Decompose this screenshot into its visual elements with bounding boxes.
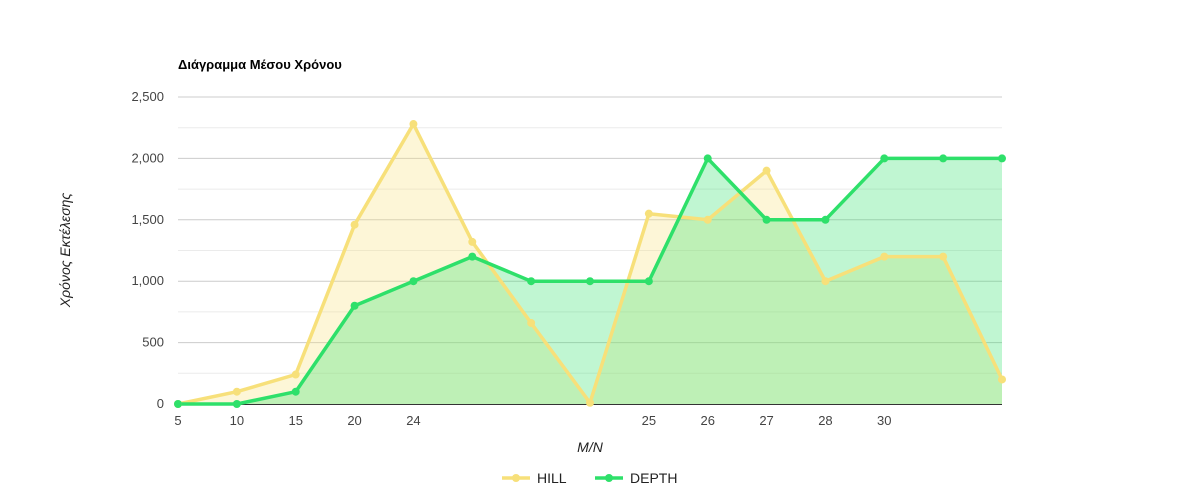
point-hill: [586, 398, 594, 407]
point-depth: [527, 277, 536, 286]
area-hill: [178, 124, 1002, 404]
point-hill: [939, 252, 948, 261]
point-depth: [409, 277, 418, 286]
x-tick-label: 30: [877, 413, 891, 428]
y-tick-label: 500: [142, 335, 164, 350]
x-tick-label: 20: [347, 413, 361, 428]
legend-label-depth: DEPTH: [630, 470, 677, 486]
legend-label-hill: HILL: [537, 470, 567, 486]
x-tick-label: 10: [230, 413, 244, 428]
x-tick-label: 5: [174, 413, 181, 428]
y-tick-label: 2,000: [131, 150, 164, 165]
point-depth: [174, 400, 182, 408]
x-axis-title: M/N: [577, 439, 604, 455]
x-tick-label: 24: [406, 413, 420, 428]
point-hill: [291, 370, 300, 379]
x-axis-ticks: 5 10 15 20 24 25 26 27 28 30: [174, 413, 891, 428]
point-hill: [821, 277, 830, 286]
legend-marker-depth: [605, 474, 613, 482]
series-points: [174, 120, 1006, 408]
point-depth: [468, 252, 477, 261]
gridlines: [178, 96, 1002, 374]
point-depth: [998, 154, 1006, 163]
legend-marker-hill: [512, 474, 520, 482]
y-axis-ticks: 0 500 1,000 1,500 2,000 2,500: [131, 89, 164, 411]
point-hill: [409, 120, 418, 129]
point-depth: [586, 277, 594, 286]
x-tick-label: 26: [700, 413, 714, 428]
point-hill: [703, 215, 712, 224]
point-hill: [232, 387, 241, 396]
point-depth: [703, 154, 712, 163]
point-depth: [821, 215, 830, 224]
point-depth: [880, 154, 889, 163]
y-tick-label: 2,500: [131, 89, 164, 104]
point-depth: [291, 387, 300, 396]
point-depth: [232, 400, 241, 408]
point-hill: [468, 237, 477, 246]
point-hill: [880, 252, 889, 261]
x-tick-label: 15: [288, 413, 302, 428]
y-tick-label: 0: [157, 396, 164, 411]
point-hill: [644, 209, 653, 218]
point-hill: [762, 166, 771, 175]
x-tick-label: 25: [642, 413, 656, 428]
x-tick-label: 27: [759, 413, 773, 428]
point-hill: [527, 318, 536, 327]
point-depth: [350, 301, 359, 310]
point-hill: [350, 220, 359, 229]
point-depth: [939, 154, 948, 163]
x-tick-label: 28: [818, 413, 832, 428]
chart-title: Διάγραμμα Μέσου Χρόνου: [178, 57, 342, 72]
point-hill: [998, 375, 1006, 384]
y-axis-title: Χρόνος Εκτέλεσης: [57, 193, 73, 309]
legend: HILL DEPTH: [502, 470, 677, 486]
y-tick-label: 1,000: [131, 273, 164, 288]
y-tick-label: 1,500: [131, 212, 164, 227]
point-depth: [762, 215, 771, 224]
point-depth: [644, 277, 653, 286]
